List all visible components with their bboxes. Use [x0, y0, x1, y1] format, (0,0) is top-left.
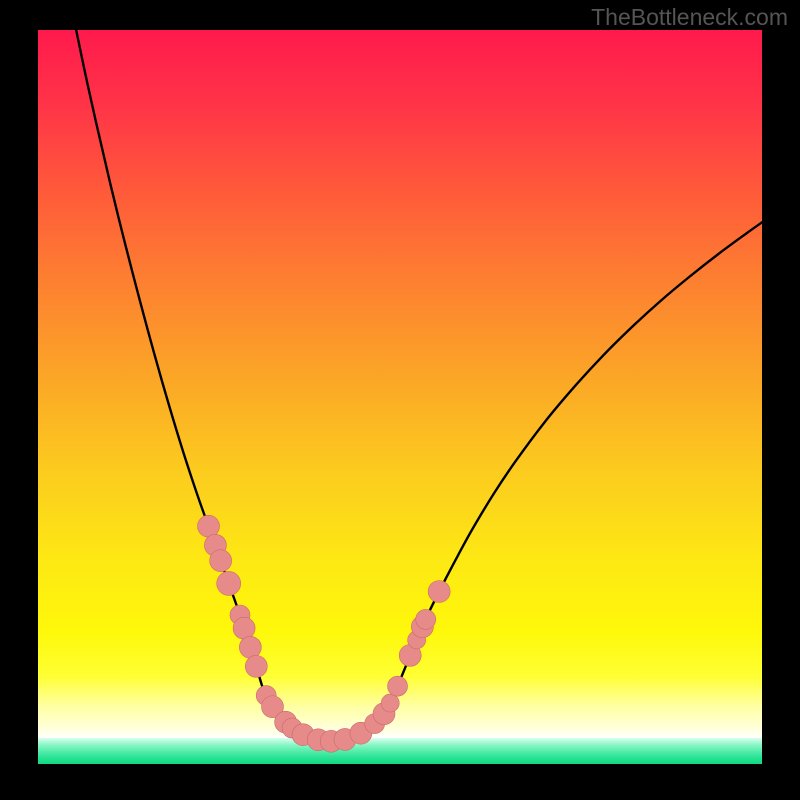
- data-marker: [388, 676, 408, 696]
- figure-container: TheBottleneck.com: [0, 0, 800, 800]
- curve-layer: [38, 30, 762, 764]
- data-marker: [245, 655, 267, 677]
- data-marker: [198, 515, 220, 537]
- attribution-text: TheBottleneck.com: [591, 4, 788, 31]
- data-marker: [416, 609, 436, 629]
- data-marker: [210, 550, 232, 572]
- data-marker: [239, 636, 261, 658]
- plot-area: [38, 30, 762, 764]
- data-marker: [381, 694, 399, 712]
- data-marker: [233, 617, 255, 639]
- data-marker: [428, 581, 450, 603]
- data-marker: [217, 571, 241, 595]
